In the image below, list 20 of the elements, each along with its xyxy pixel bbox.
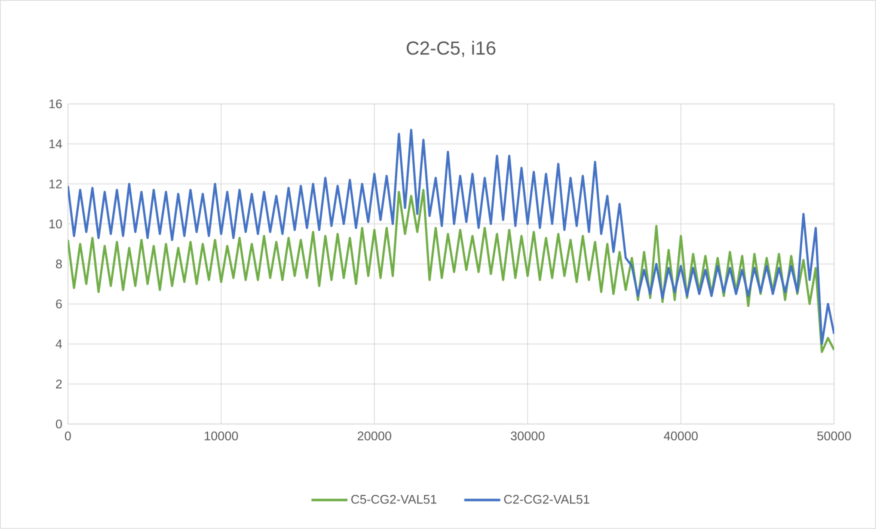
y-tick-label: 10 [49, 220, 62, 228]
chart-title: C2-C5, i16 [406, 40, 496, 58]
legend-label: C5-CG2-VAL51 [351, 494, 436, 504]
x-tick-label: 10000 [204, 432, 238, 440]
y-tick-label: 4 [56, 340, 62, 348]
y-tick-label: 2 [56, 380, 62, 388]
x-tick-label: 50000 [817, 432, 851, 440]
y-tick-label: 6 [56, 300, 62, 308]
x-tick-label: 40000 [664, 432, 698, 440]
legend-label: C2-CG2-VAL51 [504, 494, 590, 504]
line-series [68, 188, 834, 354]
y-tick-label: 16 [49, 100, 62, 108]
line-series [68, 128, 834, 346]
x-tick-label: 0 [64, 432, 71, 440]
y-tick-label: 8 [56, 260, 62, 268]
y-tick-label: 0 [56, 420, 62, 428]
x-tick-label: 20000 [358, 432, 392, 440]
y-tick-label: 14 [49, 140, 62, 148]
y-tick-label: 12 [49, 180, 62, 188]
x-tick-label: 30000 [510, 432, 544, 440]
